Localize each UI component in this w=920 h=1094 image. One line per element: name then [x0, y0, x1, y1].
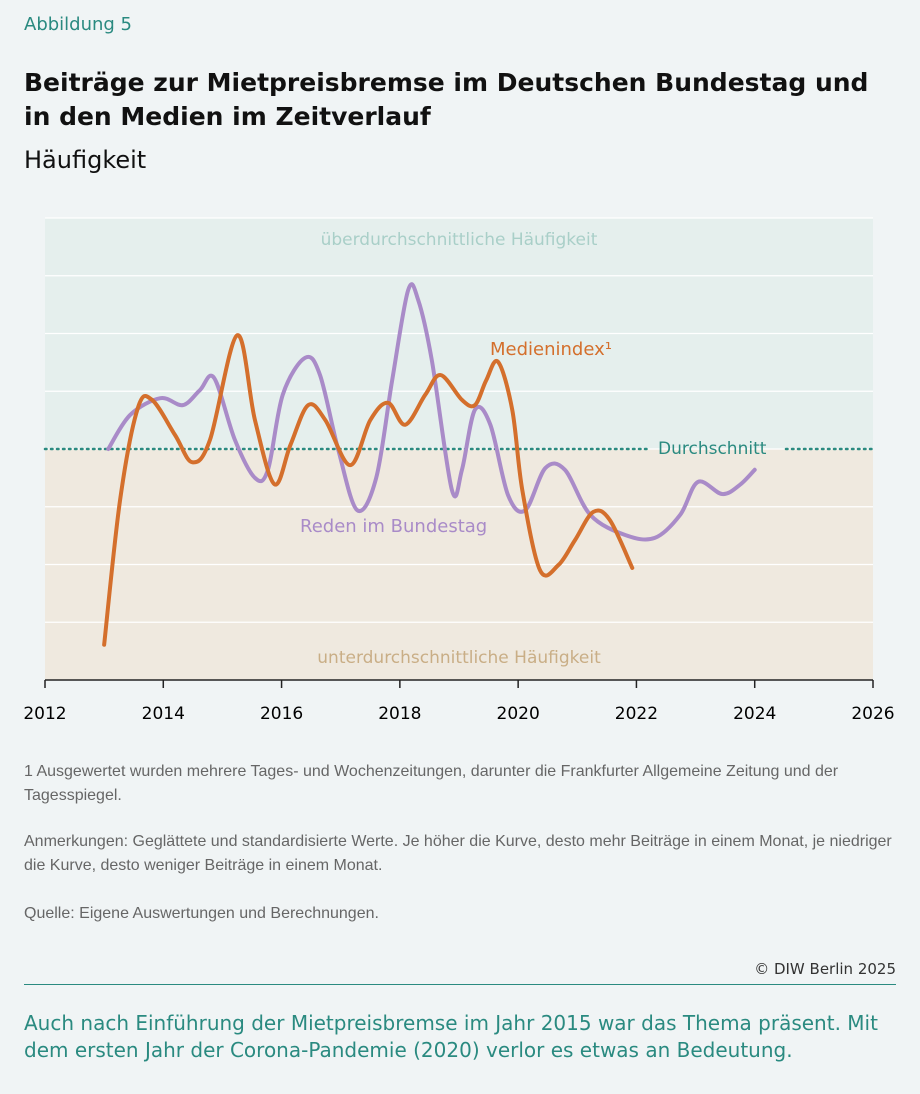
copyright: © DIW Berlin 2025 [754, 960, 896, 978]
chart: überdurchschnittliche Häufigkeit unterdur… [23, 217, 895, 724]
x-tick-label: 2020 [497, 704, 540, 724]
x-tick-label: 2018 [378, 704, 421, 724]
x-tick-label: 2026 [851, 704, 894, 724]
footnote: 1 Ausgewertet wurden mehrere Tages- und … [24, 763, 839, 804]
x-tick-label: 2016 [260, 704, 303, 724]
divider [24, 984, 896, 985]
x-tick-label: 2014 [142, 704, 185, 724]
mean-label: Durchschnitt [658, 439, 767, 459]
series-label: Medienindex¹ [490, 339, 612, 360]
chart-title: Beiträge zur Mietpreisbremse im Deutsche… [24, 68, 869, 131]
series-label: Reden im Bundestag [300, 516, 487, 537]
x-tick-label: 2024 [733, 704, 776, 724]
source: Quelle: Eigene Auswertungen und Berechnu… [24, 905, 379, 922]
chart-subtitle: Häufigkeit [24, 146, 147, 174]
x-tick-label: 2012 [23, 704, 66, 724]
figure-number: Abbildung 5 [24, 14, 133, 35]
band-label: überdurchschnittliche Häufigkeit [321, 230, 598, 250]
remarks: Anmerkungen: Geglättete und standardisie… [24, 833, 892, 874]
caption: Auch nach Einführung der Mietpreisbremse… [24, 1011, 878, 1062]
band-label: unterdurchschnittliche Häufigkeit [317, 648, 601, 668]
series-line [106, 282, 757, 542]
x-tick-label: 2022 [615, 704, 658, 724]
series-line [102, 333, 635, 647]
